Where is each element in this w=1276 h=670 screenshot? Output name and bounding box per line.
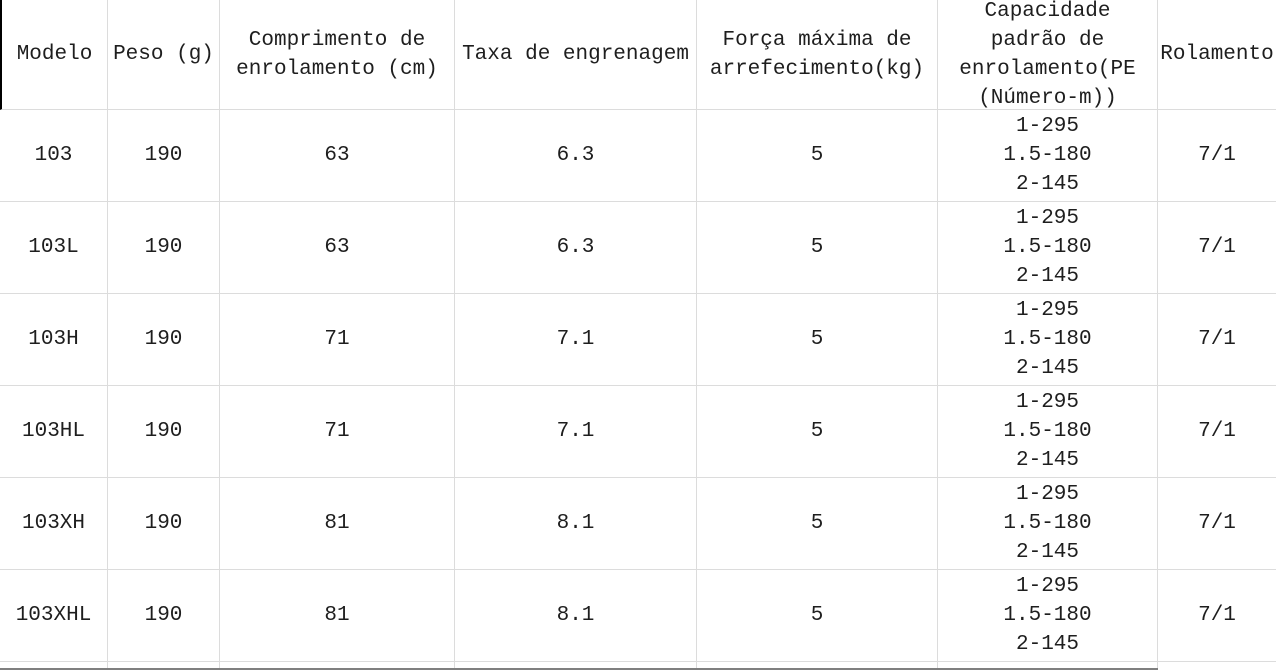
cell-capacity: 1-295 1.5-180 2-145 [938,110,1158,201]
header-taxa: Taxa de engrenagem [455,0,697,109]
cell-capacity: 1-295 1.5-180 2-145 [938,202,1158,293]
cell-drag: 5 [697,570,938,661]
cell-drag: 5 [697,110,938,201]
cell-weight: 190 [108,110,220,201]
table-row: 103XH 190 81 8.1 5 1-295 1.5-180 2-145 7/1 [0,478,1276,570]
cell-weight: 190 [108,294,220,385]
header-forca: Força máxima de arrefecimento(kg) [697,0,938,109]
cell-drag: 5 [697,478,938,569]
cell-capacity: 1-295 1.5-180 2-145 [938,386,1158,477]
cell-bearing: 7/1 [1198,420,1236,443]
cell-gear: 6.3 [455,202,697,293]
table-row: 103XHL 190 81 8.1 5 1-295 1.5-180 2-145 7/1 [0,570,1276,662]
cell-weight: 190 [108,478,220,569]
cell-gear: 8.1 [455,570,697,661]
cell-drag: 5 [697,202,938,293]
table-cutoff-row [0,662,1276,670]
cell-model: 103HL [0,386,108,477]
cell-length: 81 [220,570,455,661]
cell-length: 71 [220,386,455,477]
cell-gear: 8.1 [455,478,697,569]
header-capacidade: Capacidade padrão de enrolamento(PE (Núm… [938,0,1158,109]
cell-bearing: 7/1 [1198,144,1236,167]
cutoff-cell [108,662,220,670]
table-row: 103L 190 63 6.3 5 1-295 1.5-180 2-145 7/1 [0,202,1276,294]
cell-length: 81 [220,478,455,569]
cell-bearing: 7/1 [1198,236,1236,259]
cutoff-cell [220,662,455,670]
header-comprimento: Comprimento de enrolamento (cm) [220,0,455,109]
table-row: 103HL 190 71 7.1 5 1-295 1.5-180 2-145 7/1 [0,386,1276,478]
table-bottom-edge [0,668,1158,670]
cell-gear: 7.1 [455,386,697,477]
cell-bearing: 7/1 [1198,328,1236,351]
cell-weight: 190 [108,386,220,477]
cell-length: 63 [220,202,455,293]
cutoff-cell [0,662,108,670]
cell-capacity: 1-295 1.5-180 2-145 [938,570,1158,661]
cell-length: 71 [220,294,455,385]
cutoff-cell [697,662,938,670]
cell-weight: 190 [108,202,220,293]
cell-bearing: 7/1 [1198,512,1236,535]
cell-drag: 5 [697,294,938,385]
cell-model: 103H [0,294,108,385]
cell-gear: 6.3 [455,110,697,201]
cell-bearing: 7/1 [1198,604,1236,627]
cutoff-cell [1158,662,1276,670]
header-modelo: Modelo [2,0,108,109]
cell-model: 103XHL [0,570,108,661]
header-rolamento: Rolamento [1160,43,1274,66]
cutoff-cell [938,662,1158,670]
table-header-row: Modelo Peso (g) Comprimento de enrolamen… [0,0,1276,110]
cell-drag: 5 [697,386,938,477]
cell-weight: 190 [108,570,220,661]
cell-model: 103L [0,202,108,293]
cell-capacity: 1-295 1.5-180 2-145 [938,294,1158,385]
cutoff-cell [455,662,697,670]
header-peso: Peso (g) [108,0,220,109]
cell-length: 63 [220,110,455,201]
cell-gear: 7.1 [455,294,697,385]
table-body: 103 190 63 6.3 5 1-295 1.5-180 2-145 7/1 103L 19… [0,110,1276,662]
cell-model: 103 [0,110,108,201]
cell-model: 103XH [0,478,108,569]
table-row: 103H 190 71 7.1 5 1-295 1.5-180 2-145 7/1 [0,294,1276,386]
cell-capacity: 1-295 1.5-180 2-145 [938,478,1158,569]
table-row: 103 190 63 6.3 5 1-295 1.5-180 2-145 7/1 [0,110,1276,202]
